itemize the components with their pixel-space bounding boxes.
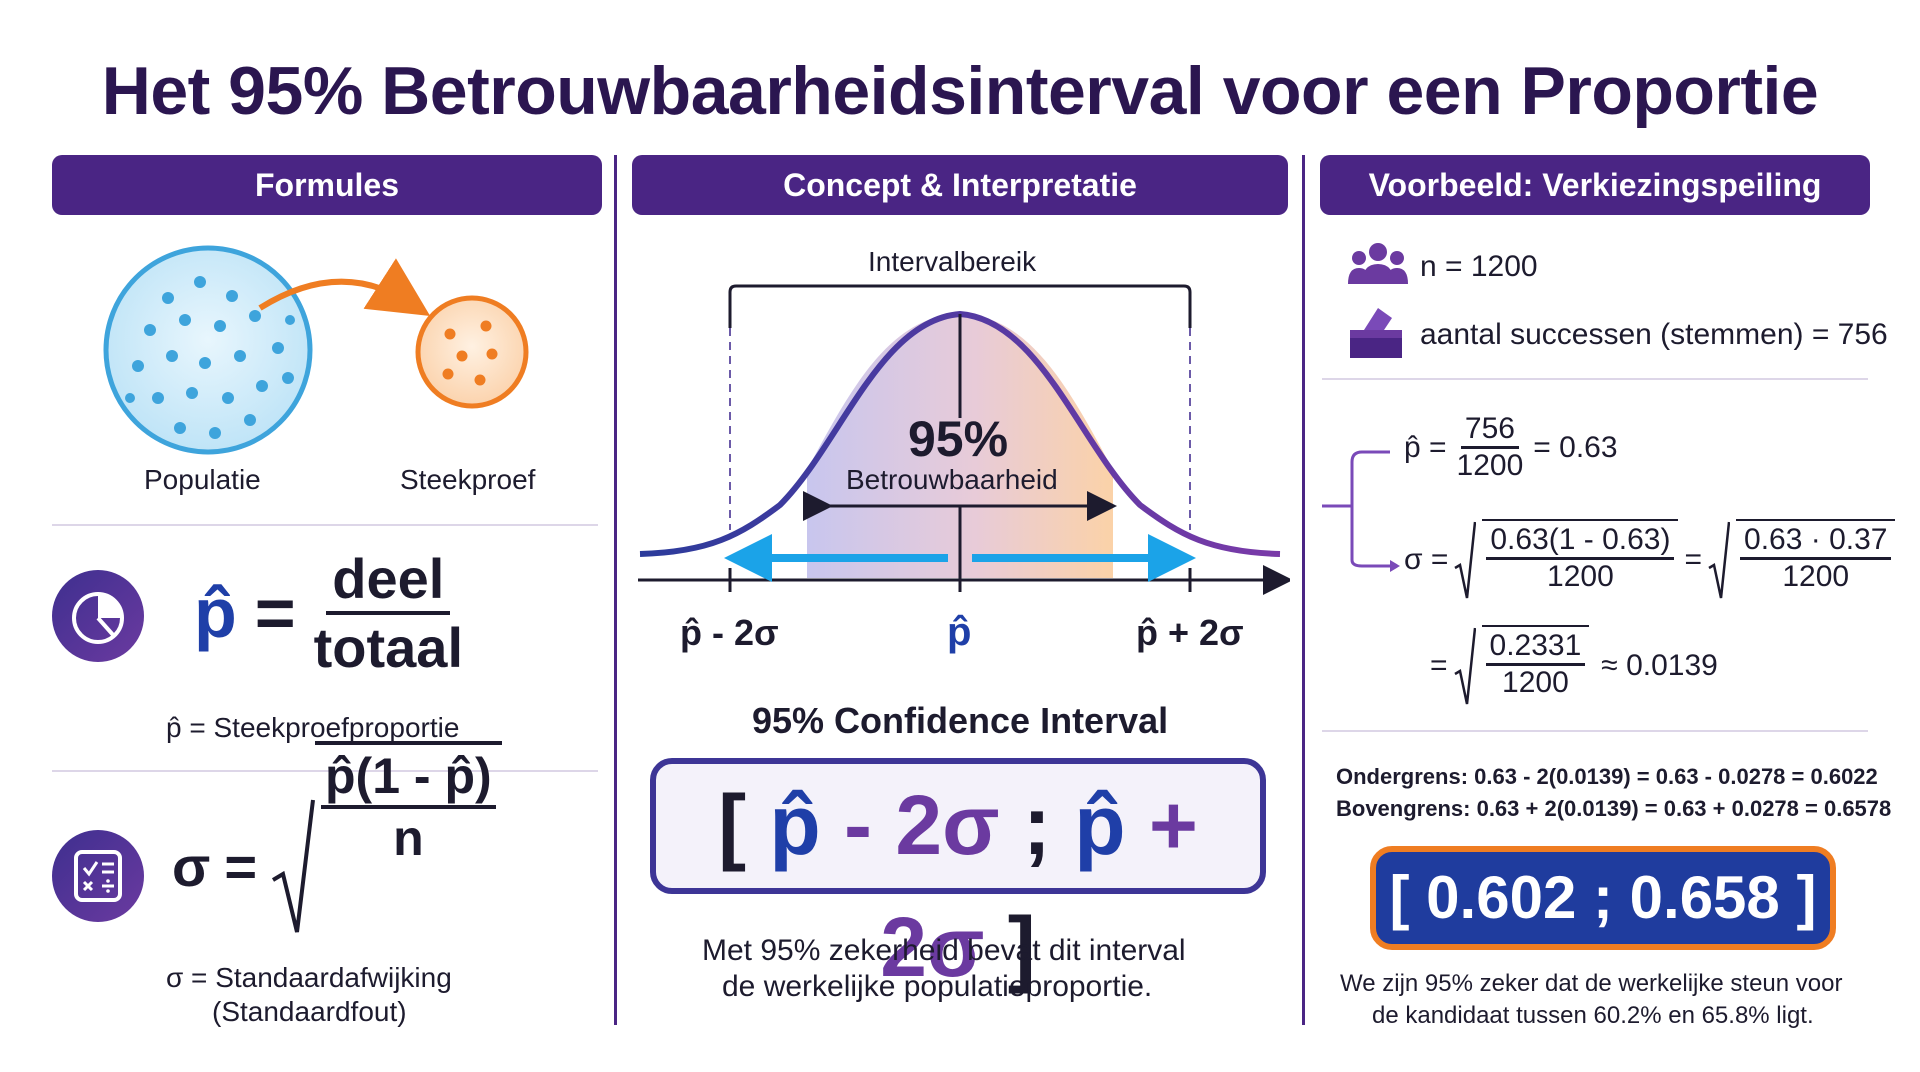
example-phat-result: = 0.63	[1533, 430, 1618, 464]
sqrt-icon	[271, 799, 316, 933]
phat-numerator: deel	[326, 546, 451, 615]
interpretation-line-1: Met 95% zekerheid bevat dit interval	[702, 934, 1186, 967]
ballot-box-icon	[1350, 308, 1402, 358]
example-sigma-num-3: 0.2331	[1485, 629, 1586, 666]
sqrt-icon	[1708, 521, 1731, 599]
ci-phat-2: p̂	[1074, 778, 1126, 872]
sqrt-icon	[1453, 627, 1476, 705]
interval-range-label: Intervalbereik	[868, 246, 1037, 277]
page-title: Het 95% Betrouwbaarheidsinterval voor ee…	[101, 53, 1819, 129]
banner-formulas: Formules	[52, 155, 602, 215]
sigma-symbol: σ	[172, 834, 211, 898]
people-icon	[1348, 243, 1408, 284]
phat-caption: p̂ = Steekproefproportie	[166, 712, 460, 743]
example-sigma-radicand-2: 0.63 · 0.37 1200	[1736, 518, 1896, 594]
ci-separator: ;	[999, 778, 1075, 872]
right-tick-label: p̂ + 2σ	[1136, 612, 1244, 653]
example-sigma-result-line: = 0.2331 1200 ≈ 0.0139	[1430, 624, 1718, 706]
example-sigma-den-1: 1200	[1547, 559, 1614, 593]
divider	[52, 524, 598, 526]
conclusion-line-2: de kandidaat tussen 60.2% en 65.8% ligt.	[1372, 1002, 1814, 1029]
phat-fraction: deel totaal	[314, 546, 463, 680]
sigma-radicand-den: n	[393, 810, 424, 866]
sigma-caption-2: (Standaardfout)	[212, 996, 407, 1027]
ci-formula-box: [ p̂ - 2σ ; p̂ + 2σ ]	[650, 758, 1266, 994]
sigma-radicand-num: p̂(1 - p̂)	[321, 747, 496, 809]
equals-sign: =	[254, 574, 296, 652]
result-interval-box: [ 0.602 ; 0.658 ]	[1370, 846, 1836, 950]
example-sigma-equation: σ = 0.63(1 - 0.63) 1200 = 0.63 · 0.37 12…	[1404, 518, 1896, 600]
upper-bound: Bovengrens: 0.63 + 2(0.0139) = 0.63 + 0.…	[1336, 796, 1892, 821]
banner-concept: Concept & Interpretatie	[632, 155, 1288, 215]
sigma-sqrt: p̂(1 - p̂) n	[271, 741, 502, 936]
confidence-word: Betrouwbaarheid	[846, 464, 1058, 495]
sigma-formula: σ = p̂(1 - p̂) n	[172, 741, 502, 936]
sigma-radicand: p̂(1 - p̂) n	[315, 741, 502, 867]
example-phat-fraction: 756 1200	[1457, 412, 1524, 483]
ci-heading: 95% Confidence Interval	[752, 700, 1169, 741]
ci-minus-term: - 2σ	[820, 778, 1000, 872]
sample-label: Steekproef	[400, 464, 536, 495]
column-divider-right	[1302, 155, 1305, 1025]
example-sigma-num-2: 0.63 · 0.37	[1740, 523, 1892, 560]
sample-circle	[415, 295, 529, 409]
normal-curve-diagram	[638, 284, 1290, 595]
example-sigma-eq: =	[1684, 543, 1703, 576]
example-sigma-eq2: =	[1430, 649, 1448, 682]
n-value: n = 1200	[1420, 250, 1538, 283]
population-circle	[103, 245, 313, 455]
phat-symbol: p̂	[194, 574, 237, 652]
example-sigma-radicand-3: 0.2331 1200	[1481, 624, 1590, 700]
center-tick-label: p̂	[947, 610, 972, 654]
equals-sign: =	[224, 834, 258, 898]
population-label: Populatie	[144, 464, 261, 495]
pie-chart-icon	[52, 570, 144, 662]
lower-bound: Ondergrens: 0.63 - 2(0.0139) = 0.63 - 0.…	[1336, 764, 1878, 789]
sqrt-icon	[1454, 521, 1477, 599]
interpretation-line-2: de werkelijke populatieproportie.	[722, 970, 1153, 1003]
divider	[52, 770, 598, 772]
phat-formula: p̂ = deel totaal	[194, 546, 463, 680]
confidence-percent: 95%	[908, 411, 1009, 467]
ci-close-bracket: ]	[1007, 900, 1036, 994]
bracket-connector-icon	[1322, 450, 1400, 572]
ci-phat-1: p̂	[769, 778, 821, 872]
sigma-caption-1: σ = Standaardafwijking	[166, 962, 452, 993]
calculator-icon	[52, 830, 144, 922]
example-sigma-lhs: σ =	[1404, 543, 1449, 576]
example-sigma-num-1: 0.63(1 - 0.63)	[1486, 523, 1675, 560]
conclusion-line-1: We zijn 95% zeker dat de werkelijke steu…	[1340, 970, 1843, 997]
phat-denominator: totaal	[313, 616, 464, 679]
example-phat-equation: p̂ = 756 1200 = 0.63	[1404, 412, 1618, 483]
left-tick-label: p̂ - 2σ	[680, 612, 779, 653]
successes-value: aantal successen (stemmen) = 756	[1420, 318, 1888, 351]
sampling-arrow	[258, 258, 431, 316]
ci-plus-term: + 2σ	[880, 778, 1198, 994]
population-sample-diagram	[103, 245, 529, 455]
example-sigma-result: ≈ 0.0139	[1601, 649, 1718, 682]
example-sigma-den-2: 1200	[1782, 559, 1850, 593]
banner-example: Voorbeeld: Verkiezingspeiling	[1320, 155, 1870, 215]
ci-open-bracket: [	[718, 778, 747, 872]
divider	[1322, 730, 1868, 732]
example-phat-den: 1200	[1456, 449, 1524, 482]
example-phat-lhs: p̂ =	[1404, 430, 1447, 464]
divider	[1322, 378, 1868, 380]
example-phat-num: 756	[1460, 412, 1519, 449]
example-sigma-radicand-1: 0.63(1 - 0.63) 1200	[1482, 518, 1679, 594]
example-sigma-den-3: 1200	[1502, 665, 1569, 699]
column-divider-left	[614, 155, 617, 1025]
